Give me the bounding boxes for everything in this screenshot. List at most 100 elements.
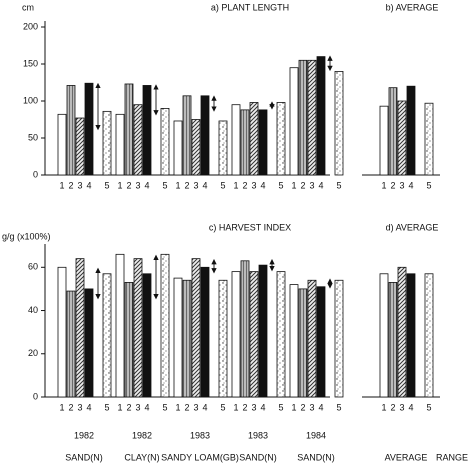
bar — [406, 273, 416, 398]
bar — [240, 260, 250, 398]
y-tick-label: 200 — [23, 21, 38, 31]
bar — [406, 85, 416, 176]
bar-number: 3 — [135, 402, 140, 412]
site-label: SAND(N) — [239, 452, 277, 462]
bar-number: 1 — [175, 402, 180, 412]
site-label: SAND(N) — [297, 452, 335, 462]
bar — [115, 253, 125, 398]
y-axis-label: cm — [22, 2, 34, 12]
bar — [276, 271, 286, 398]
bar-number: 1 — [59, 180, 64, 190]
bar-number: 5 — [220, 402, 225, 412]
bar — [66, 85, 76, 176]
site-label: CLAY(N) — [124, 452, 159, 462]
bar — [289, 284, 299, 398]
bar-number: 4 — [318, 180, 323, 190]
y-tick-label: 20 — [28, 348, 38, 358]
bar — [231, 271, 241, 398]
year-label: 1982 — [74, 430, 94, 440]
bar — [231, 104, 241, 176]
bar-number: 4 — [260, 180, 265, 190]
bar-number: 4 — [318, 402, 323, 412]
y-tick-label: 100 — [23, 95, 38, 105]
bar-number: 5 — [162, 180, 167, 190]
bar — [133, 104, 143, 176]
bar — [75, 258, 85, 398]
bar-number: 1 — [291, 180, 296, 190]
bar-number: 1 — [291, 402, 296, 412]
site-label: AVERAGE — [385, 452, 428, 462]
bar-number: 2 — [390, 180, 395, 190]
bar-number: 1 — [381, 180, 386, 190]
bar-number: 2 — [184, 180, 189, 190]
bar-number: 1 — [233, 180, 238, 190]
bar-number: 3 — [77, 180, 82, 190]
site-label: SAND(N) — [65, 452, 103, 462]
bar — [276, 102, 286, 176]
bar — [218, 279, 228, 398]
chart-subtitle: d) AVERAGE — [386, 222, 439, 232]
bar — [142, 273, 152, 398]
bar — [307, 59, 317, 176]
bar — [84, 288, 94, 398]
bar-number: 4 — [408, 180, 413, 190]
bar-number: 2 — [184, 402, 189, 412]
bar-number: 3 — [251, 402, 256, 412]
bar — [258, 109, 268, 176]
y-tick-label: 0 — [33, 169, 38, 179]
bar-number: 1 — [175, 180, 180, 190]
bar — [316, 56, 326, 176]
bar — [424, 273, 434, 398]
bar — [173, 120, 183, 176]
bar-number: 4 — [260, 402, 265, 412]
bar-number: 2 — [390, 402, 395, 412]
bar — [102, 273, 112, 398]
bar-number: 2 — [126, 402, 131, 412]
bar-number: 1 — [381, 402, 386, 412]
bar — [124, 282, 134, 398]
bar — [379, 105, 389, 176]
bar-number: 3 — [251, 180, 256, 190]
bar-number: 1 — [117, 180, 122, 190]
bar — [160, 108, 170, 176]
bar-number: 3 — [309, 180, 314, 190]
bar — [258, 264, 268, 398]
bar-number: 3 — [399, 180, 404, 190]
bar — [334, 279, 344, 398]
bar — [388, 282, 398, 398]
bar-number: 5 — [162, 402, 167, 412]
bar-number: 2 — [242, 402, 247, 412]
bar — [173, 277, 183, 398]
bar-number: 5 — [336, 402, 341, 412]
site-label: SANDY LOAM(GB) — [161, 452, 239, 462]
bar-number: 2 — [300, 402, 305, 412]
range-label: RANGE — [436, 452, 468, 462]
bar-number: 1 — [117, 402, 122, 412]
bar-number: 5 — [104, 180, 109, 190]
bar-number: 5 — [426, 402, 431, 412]
bar-number: 3 — [399, 402, 404, 412]
year-label: 1982 — [132, 430, 152, 440]
bar — [115, 113, 125, 176]
bar — [133, 258, 143, 398]
bar-number: 4 — [144, 180, 149, 190]
chart-subtitle: b) AVERAGE — [386, 2, 439, 12]
bar-number: 4 — [408, 402, 413, 412]
bar — [249, 271, 259, 398]
bar-number: 2 — [300, 180, 305, 190]
bar — [57, 266, 67, 398]
bar — [298, 59, 308, 176]
bar — [191, 258, 201, 398]
chart-title: a) PLANT LENGTH — [211, 2, 289, 12]
bar — [307, 279, 317, 398]
bar-number: 5 — [278, 402, 283, 412]
bar-number: 5 — [278, 180, 283, 190]
bar — [397, 266, 407, 398]
y-tick-label: 50 — [28, 132, 38, 142]
bar-number: 2 — [68, 180, 73, 190]
bar-number: 5 — [104, 402, 109, 412]
bar-number: 4 — [86, 180, 91, 190]
bar — [75, 117, 85, 176]
bar-number: 4 — [202, 180, 207, 190]
bar — [424, 102, 434, 176]
